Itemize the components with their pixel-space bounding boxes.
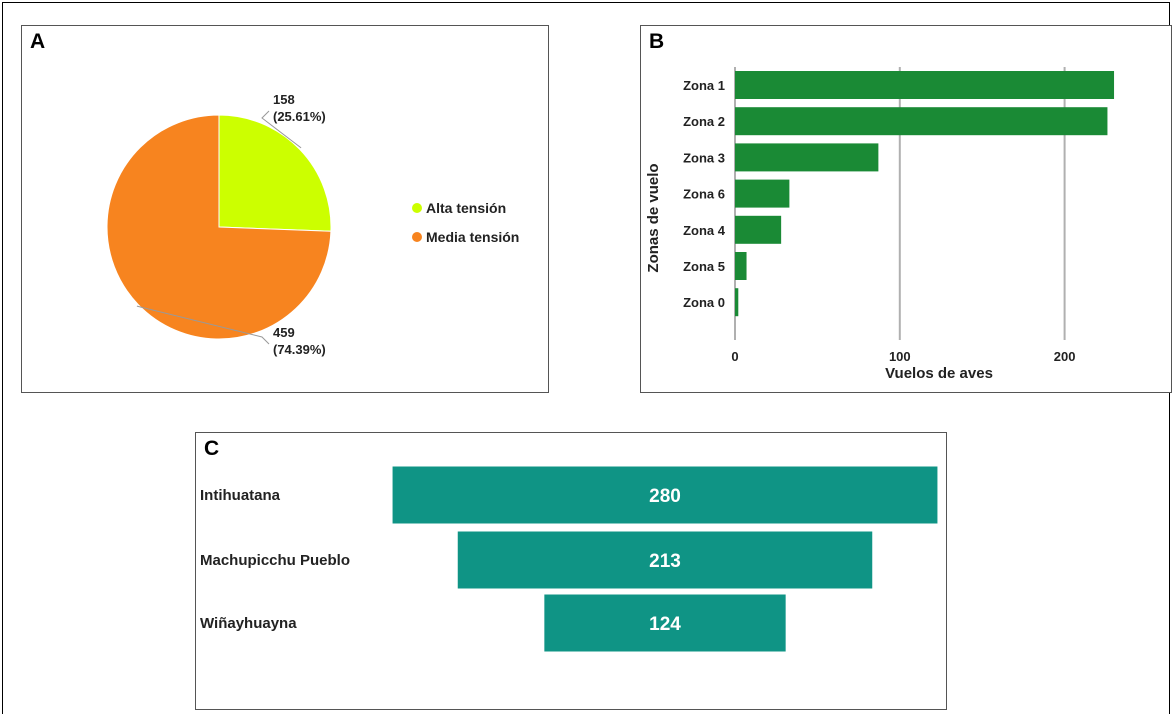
category-label-zona-1: Zona 1	[683, 78, 725, 93]
tick-label-x-0: 0	[731, 349, 738, 364]
bar-zona-0	[735, 288, 739, 317]
pie-label-percent-media-tension: (74.39%)	[273, 342, 326, 357]
funnel-value-machupicchu-pueblo: 213	[649, 551, 681, 572]
bar-chart-svg: Zona 1 Zona 2 Zona 3 Zona 6 Zona 4 Zona 5 Zona…	[645, 67, 1115, 382]
panel-a-letter: A	[30, 30, 46, 53]
funnel-bar-machupicchu-pueblo	[457, 531, 873, 589]
legend-label-alta-tension: Alta tensión	[426, 200, 506, 216]
bar-zona-1	[735, 71, 1115, 99]
funnel-label-machupicchu-pueblo: Machupicchu Pueblo	[200, 552, 350, 569]
category-label-zona-4: Zona 4	[683, 223, 726, 238]
panel-b-bar-chart: B Zona 1 Zona 2 Zona 3 Zona 6 Zona 4 Zona 5 Zo…	[640, 25, 1172, 393]
x-axis-title: Vuelos de aves	[885, 365, 993, 382]
category-label-zona-2: Zona 2	[683, 114, 725, 129]
bar-zona-3	[735, 143, 879, 172]
panel-c-letter: C	[204, 437, 220, 460]
category-label-zona-5: Zona 5	[683, 259, 725, 274]
bar-zona-6	[735, 179, 790, 208]
legend-label-media-tension: Media tensión	[426, 229, 519, 245]
legend-swatch-media-tension	[412, 232, 422, 242]
funnel-bar-winayhuayna	[544, 594, 786, 652]
funnel-value-winayhuayna: 124	[649, 614, 681, 635]
funnel-label-winayhuayna: Wiñayhuayna	[200, 615, 297, 632]
funnel-label-intihuatana: Intihuatana	[200, 487, 281, 504]
panel-b-letter: B	[649, 30, 665, 53]
y-axis-title: Zonas de vuelo	[645, 163, 662, 272]
tick-label-x-100: 100	[889, 349, 911, 364]
category-label-zona-0: Zona 0	[683, 295, 725, 310]
pie-label-leader-alta-tension	[261, 110, 302, 149]
pie-chart-svg: 158 (25.61%) 459 (74.39%) Alta tensión Media …	[106, 92, 519, 357]
panel-c-funnel-chart: C 280 Intihuatana 213 Machupicchu Pueblo 124…	[195, 432, 947, 710]
legend-swatch-alta-tension	[412, 203, 422, 213]
tick-label-x-200: 200	[1054, 349, 1076, 364]
pie-label-value-media-tension: 459	[273, 325, 295, 340]
panel-a-pie-chart: A 158 (25.61%) 459 (74.39%) Alta tensión Medi…	[21, 25, 549, 393]
bar-zona-4	[735, 215, 782, 244]
pie-slice-media-tension	[106, 114, 332, 340]
funnel-bar-intihuatana	[392, 466, 938, 524]
category-label-zona-6: Zona 6	[683, 187, 725, 202]
pie-label-leader-media-tension	[136, 305, 270, 345]
category-label-zona-3: Zona 3	[683, 150, 725, 165]
bar-zona-5	[735, 252, 747, 280]
pie-label-value-alta-tension: 158	[273, 92, 295, 107]
funnel-value-intihuatana: 280	[649, 486, 681, 507]
pie-slice-alta-tension	[218, 114, 332, 232]
pie-label-percent-alta-tension: (25.61%)	[273, 109, 326, 124]
bar-zona-2	[735, 107, 1108, 136]
funnel-chart-svg: 280 Intihuatana 213 Machupicchu Pueblo 124 Wi…	[200, 466, 938, 652]
